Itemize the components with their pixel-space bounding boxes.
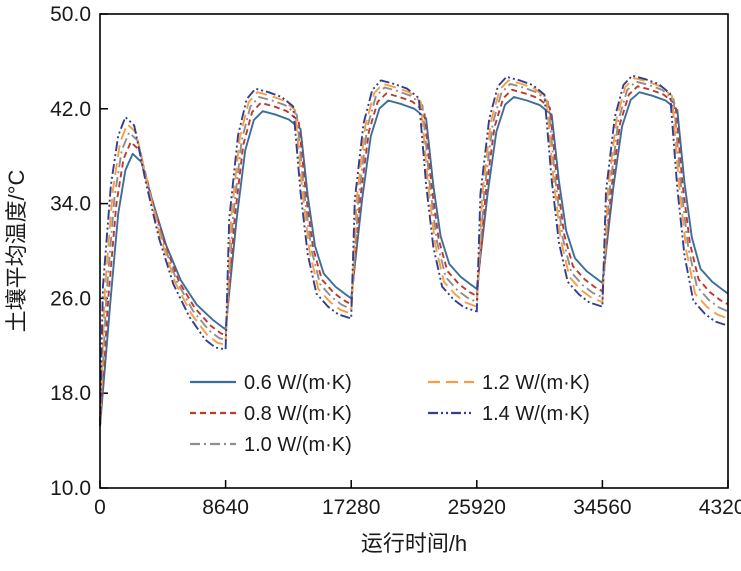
legend-item-k10: 1.0 W/(m·K) — [190, 434, 352, 456]
legend-label: 1.2 W/(m·K) — [482, 372, 590, 394]
y-tick-label: 10.0 — [50, 477, 91, 500]
legend-item-k14: 1.4 W/(m·K) — [428, 403, 590, 425]
x-tick-label: 34560 — [573, 496, 631, 519]
chart-legend: 0.6 W/(m·K) 0.8 W/(m·K) 1.0 W/(m·K) 1.2 W/(… — [190, 372, 590, 456]
y-tick-label: 42.0 — [50, 98, 91, 121]
y-tick-label: 26.0 — [50, 287, 91, 310]
legend-label: 1.4 W/(m·K) — [482, 403, 590, 425]
series-line-k14 — [99, 74, 729, 427]
y-axis-title: 土壤平均温度/°C — [4, 169, 29, 332]
series-lines — [99, 74, 729, 427]
plot-border — [99, 13, 729, 489]
legend-item-k06: 0.6 W/(m·K) — [190, 372, 352, 394]
legend-label: 1.0 W/(m·K) — [244, 434, 352, 456]
y-tick-label: 50.0 — [50, 3, 91, 26]
legend-item-k08: 0.8 W/(m·K) — [190, 403, 352, 425]
x-tick-label: 0 — [94, 496, 106, 519]
axis-ticks: 0 8640 17280 25920 34560 43200 10.0 18.0 26.0 34.… — [50, 3, 741, 519]
series-line-k06 — [99, 91, 729, 427]
x-tick-label: 8640 — [202, 496, 249, 519]
legend-label: 0.6 W/(m·K) — [244, 372, 352, 394]
legend-item-k12: 1.2 W/(m·K) — [428, 372, 590, 394]
series-line-k12 — [99, 77, 729, 427]
series-line-k08 — [99, 85, 729, 427]
x-axis-title: 运行时间/h — [361, 531, 467, 556]
x-tick-label: 25920 — [448, 496, 506, 519]
x-tick-label: 17280 — [322, 496, 380, 519]
series-line-k10 — [99, 80, 729, 427]
legend-label: 0.8 W/(m·K) — [244, 403, 352, 425]
x-tick-label: 43200 — [699, 496, 741, 519]
y-tick-label: 18.0 — [50, 382, 91, 405]
y-tick-label: 34.0 — [50, 193, 91, 216]
